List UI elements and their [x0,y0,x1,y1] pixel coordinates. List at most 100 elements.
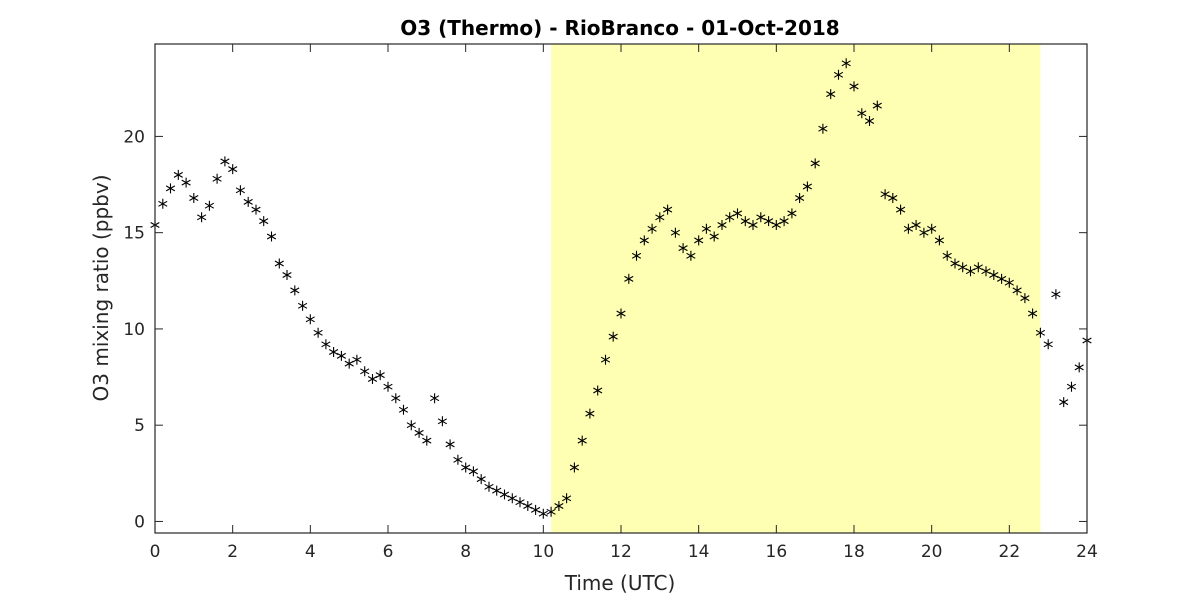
data-point [1066,381,1077,392]
y-tick-label: 0 [134,512,145,532]
data-point [927,223,937,234]
x-tick-label: 22 [999,542,1021,562]
data-point [538,508,548,519]
data-point [600,354,611,365]
data-point [484,481,494,492]
x-tick-label: 0 [150,542,161,562]
highlight-region [551,44,1041,533]
data-point [313,327,323,338]
data-point [826,89,836,100]
data-point [196,212,207,223]
data-point [756,212,766,223]
data-point [259,216,269,227]
data-point [818,123,828,134]
x-tick-label: 20 [921,542,943,562]
data-point [725,212,735,223]
data-point [895,204,906,215]
data-point [1059,397,1069,408]
data-point [228,164,238,175]
data-point [1020,293,1030,304]
data-point [461,462,471,473]
chart-title: O3 (Thermo) - RioBranco - 01-Oct-2018 [400,16,839,40]
data-point [266,231,277,242]
data-point [717,220,727,230]
y-tick-label: 10 [123,320,145,340]
data-point [981,266,991,277]
x-tick-label: 18 [843,542,865,562]
data-point [181,177,191,188]
data-point [779,216,789,227]
x-tick-label: 2 [227,542,238,562]
data-point [833,69,844,80]
data-point [919,227,929,238]
x-tick-label: 12 [610,542,632,562]
data-point [569,462,580,473]
data-point [297,300,308,311]
data-point [810,158,820,169]
data-point [414,427,424,438]
y-tick-label: 5 [134,416,145,436]
plot-frame [154,43,1088,534]
data-point [888,193,898,203]
data-point [639,235,649,246]
data-point [694,235,704,246]
data-point [243,196,253,207]
data-point [670,227,681,238]
data-point [841,58,851,69]
data-point [530,504,541,515]
data-point [1027,308,1038,319]
data-point [515,497,525,508]
data-point [763,216,774,227]
x-tick-label: 14 [688,542,710,562]
data-point [624,273,634,284]
x-tick-label: 16 [766,542,788,562]
x-tick-label: 8 [460,542,471,562]
data-point [220,156,230,167]
data-point [732,208,743,219]
data-point [492,485,502,496]
data-point [989,270,999,280]
data-point [422,435,432,446]
x-tick-label: 24 [1076,542,1098,562]
x-tick-label: 4 [305,542,316,562]
data-point [942,250,952,261]
data-point [523,501,533,511]
data-point [554,501,564,511]
data-point [678,243,688,254]
data-point [616,308,626,319]
data-point [165,183,176,194]
data-point [996,273,1007,284]
data-points [150,58,1092,519]
data-point [748,220,758,230]
data-point [321,339,331,350]
data-point [911,220,921,230]
data-point [251,204,261,215]
data-point [305,314,315,325]
data-point [507,493,517,504]
x-axis-ticks: 0 2 4 6 8 10 12 14 16 18 20 22 24 [150,44,1098,562]
data-point [1012,285,1022,296]
data-point [608,331,618,342]
data-point [1074,362,1084,373]
data-point [468,466,479,477]
data-point [1035,327,1046,338]
data-point [367,374,378,384]
data-point [662,204,673,215]
y-tick-label: 15 [123,224,145,244]
data-point [328,347,339,357]
data-point [934,235,945,246]
data-point [1043,339,1053,350]
data-point [701,223,712,234]
data-point [857,108,867,119]
data-point [453,454,463,465]
data-point [360,366,370,377]
x-axis-label: Time (UTC) [564,571,676,595]
data-point [631,250,642,261]
data-point [585,408,595,419]
y-axis-label: O3 mixing ratio (ppbv) [89,175,113,402]
data-point [802,181,813,192]
data-point [383,381,393,392]
data-point [655,212,665,223]
data-point [406,420,416,431]
data-point [958,262,968,273]
